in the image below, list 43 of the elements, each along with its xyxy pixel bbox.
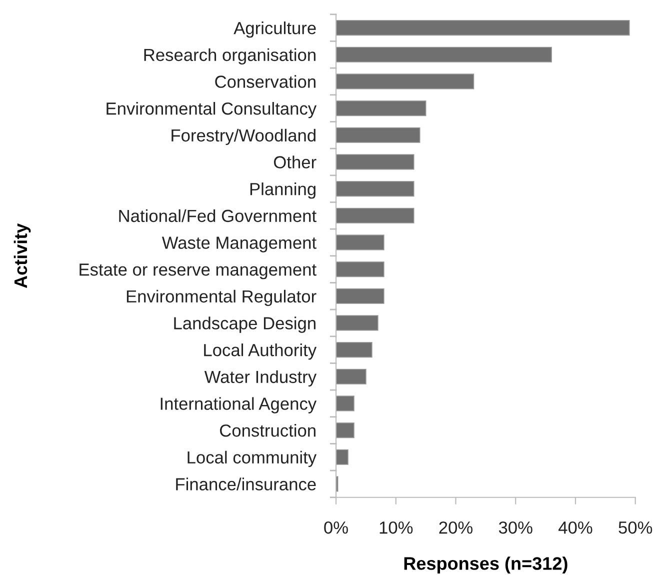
bar bbox=[336, 234, 384, 250]
bar bbox=[336, 127, 420, 143]
bar bbox=[336, 46, 552, 62]
bar bbox=[336, 20, 630, 36]
y-tick-label: Other bbox=[274, 156, 316, 168]
bar bbox=[336, 100, 426, 116]
y-tick-label: Forestry/Woodland bbox=[172, 128, 316, 146]
bar bbox=[336, 449, 348, 465]
x-tick-label: 20% bbox=[439, 521, 473, 534]
y-tick-label: Local community bbox=[188, 450, 317, 468]
x-tick-label: 0% bbox=[324, 521, 348, 534]
x-axis-title: Responses (n=312) bbox=[404, 556, 568, 574]
bar bbox=[336, 368, 366, 384]
y-tick-label: Local Authority bbox=[204, 344, 317, 360]
x-tick-label: 50% bbox=[618, 521, 652, 534]
bar bbox=[336, 180, 414, 197]
y-tick-label: Agriculture bbox=[234, 22, 316, 38]
y-tick-label: Construction bbox=[220, 424, 316, 437]
y-tick-label: Waste Management bbox=[162, 236, 316, 252]
y-tick-label: Environmental Consultancy bbox=[106, 102, 317, 118]
y-tick-label: Finance/insurance bbox=[176, 478, 316, 490]
bar bbox=[336, 396, 354, 412]
bar bbox=[336, 208, 414, 224]
y-tick-label: Conservation bbox=[215, 75, 316, 88]
bar bbox=[336, 315, 378, 331]
bar bbox=[336, 154, 414, 170]
x-tick-label: 40% bbox=[558, 521, 592, 534]
bar bbox=[336, 422, 354, 438]
y-tick-label: Environmental Regulator bbox=[126, 290, 316, 306]
bar bbox=[336, 261, 384, 278]
y-axis-title: Activity bbox=[14, 223, 31, 288]
bar bbox=[336, 288, 384, 304]
y-tick-label: International Agency bbox=[160, 397, 317, 414]
y-tick-label: Research organisation bbox=[144, 48, 316, 65]
y-tick-label: Planning bbox=[250, 182, 316, 199]
x-tick-label: 30% bbox=[498, 521, 532, 534]
bar bbox=[336, 74, 474, 90]
bar bbox=[336, 342, 372, 358]
y-tick-label: Estate or reserve management bbox=[80, 264, 316, 280]
y-tick-label: Water Industry bbox=[204, 370, 317, 387]
x-tick-label: 10% bbox=[380, 521, 413, 534]
y-tick-label: National/Fed Government bbox=[119, 209, 316, 222]
y-tick-label: Landscape Design bbox=[174, 316, 316, 333]
